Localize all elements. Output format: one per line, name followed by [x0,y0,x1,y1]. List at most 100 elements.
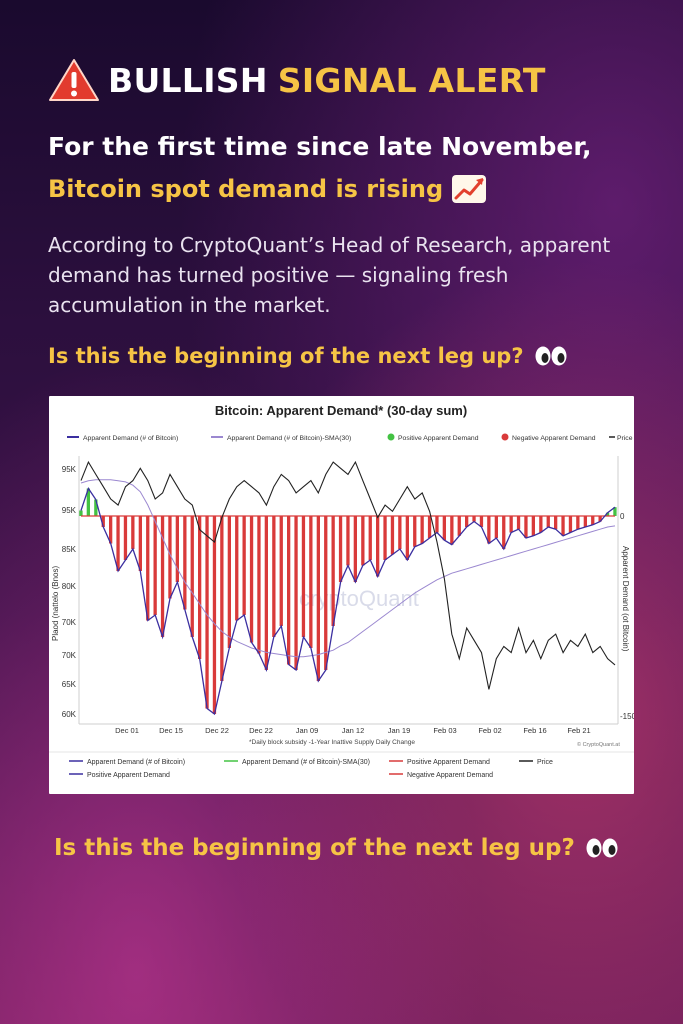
legend-swatch [501,433,509,441]
x-tick-label: Feb 21 [567,726,590,735]
demand-bar [175,516,179,582]
demand-bar [435,516,439,533]
legend-label: Apparent Demand (# of Bitcoin) [87,759,185,766]
demand-bar [457,516,461,536]
warning-icon [49,59,99,101]
question-bottom: Is this the beginning of the next leg up… [54,830,619,866]
demand-bar [442,516,446,541]
demand-bar [427,516,432,538]
price-line [80,460,616,690]
demand-bar [487,516,491,544]
demand-bar [227,516,231,648]
legend-label: Apparent Demand (# of Bitcoin)-SMA(30) [227,435,351,442]
demand-bar [249,516,254,643]
demand-bar [198,516,202,659]
demand-bar [413,516,417,547]
top-legend: Apparent Demand (# of Bitcoin) Apparent D… [67,433,633,442]
demand-bar [561,516,565,536]
x-tick-label: Jan 19 [388,726,411,735]
demand-bar [287,516,291,665]
left-tick-label: 60K [62,710,77,719]
x-tick-label: Feb 03 [433,726,456,735]
chart-increasing-icon [452,175,487,203]
demand-bar [86,488,90,516]
demand-bar [309,516,313,648]
legend-label: Negative Apparent Demand [407,772,493,779]
demand-bar [472,516,476,522]
y-axis-left-label: Plaod (nattelo (Bnos) [51,566,60,641]
legend-label: Negative Apparent Demand [512,435,596,442]
headline-bullish: BULLISH [108,60,268,100]
demand-bar [168,516,172,599]
legend-label: Positive Apparent Demand [407,759,490,766]
x-tick-label: Dec 15 [159,726,183,735]
demand-bar [324,516,328,670]
demand-bar [316,516,320,681]
x-tick-label: Jan 12 [342,726,365,735]
demand-bar [279,516,283,626]
question-bottom-text: Is this the beginning of the next leg up… [54,835,575,861]
demand-bar [294,516,298,670]
lead-line-1: For the first time since late November, [48,132,592,161]
headline: BULLISH SIGNAL ALERT [48,54,546,106]
demand-bar [405,516,409,560]
demand-line [80,487,616,716]
demand-bar [591,516,595,525]
demand-bar [183,516,187,610]
demand-bar [583,516,587,527]
chart-title: Bitcoin: Apparent Demand* (30-day sum) [215,403,467,418]
legend-label: Positive Apparent Demand [87,772,170,779]
demand-bar [554,516,558,530]
demand-bar [576,516,580,530]
demand-bar [509,516,513,533]
demand-bar [116,516,120,571]
legend-label: Apparent Demand (# of Bitcoin) [83,435,178,442]
demand-bar [568,516,573,533]
y-axis-right-label: Apparent Demand (ot Bitcoin) [621,546,630,652]
left-tick-label: 95K [62,506,77,515]
legend-label: Price [537,759,553,766]
lead-line-2: Bitcoin spot demand is rising [48,170,648,208]
demand-bar [613,507,617,516]
demand-bar [235,516,239,621]
right-ticks: 0 -150 [620,512,634,721]
demand-bar [465,516,469,527]
demand-bar [138,516,142,571]
x-ticks: Dec 01 Dec 15 Dec 22 Dec 22 Jan 09 Jan 12 Jan … [115,726,591,735]
left-tick-label: 70K [62,651,77,660]
demand-bar [264,516,268,670]
demand-bar [131,516,135,549]
bottom-legend: Apparent Demand (# of Bitcoin) Apparent D… [49,751,634,779]
legend-swatch [387,433,395,441]
headline-signal-alert: SIGNAL ALERT [277,60,546,100]
left-tick-label: 80K [62,582,77,591]
left-tick-label: 95K [62,465,77,474]
demand-bar [494,516,498,538]
demand-bar [153,516,157,615]
demand-bar [301,516,306,637]
demand-bar [376,516,380,577]
left-tick-label: 65K [62,680,77,689]
left-tick-label: 85K [62,545,77,554]
demand-bar [79,510,83,516]
demand-bar [94,499,98,516]
demand-bar [123,516,128,560]
demand-bar [101,516,105,527]
demand-bar [450,516,454,545]
demand-bar [420,516,424,544]
demand-bar [383,516,387,560]
right-tick-label: -150 [620,712,634,721]
chart-card: Bitcoin: Apparent Demand* (30-day sum) A… [49,396,634,794]
legend-label: Apparent Demand (# of Bitcoin)-SMA(30) [242,759,370,766]
chart-source: © CryptoQuant.at [577,741,620,748]
x-tick-label: Dec 01 [115,726,139,735]
x-tick-label: Feb 16 [523,726,546,735]
demand-bar [338,516,343,582]
demand-bar [205,516,209,709]
demand-bar [361,516,365,566]
bars [79,488,617,714]
demand-bar [605,512,610,516]
demand-bar [160,516,165,637]
demand-bar [212,516,217,714]
apparent-demand-chart: Bitcoin: Apparent Demand* (30-day sum) A… [49,403,634,779]
